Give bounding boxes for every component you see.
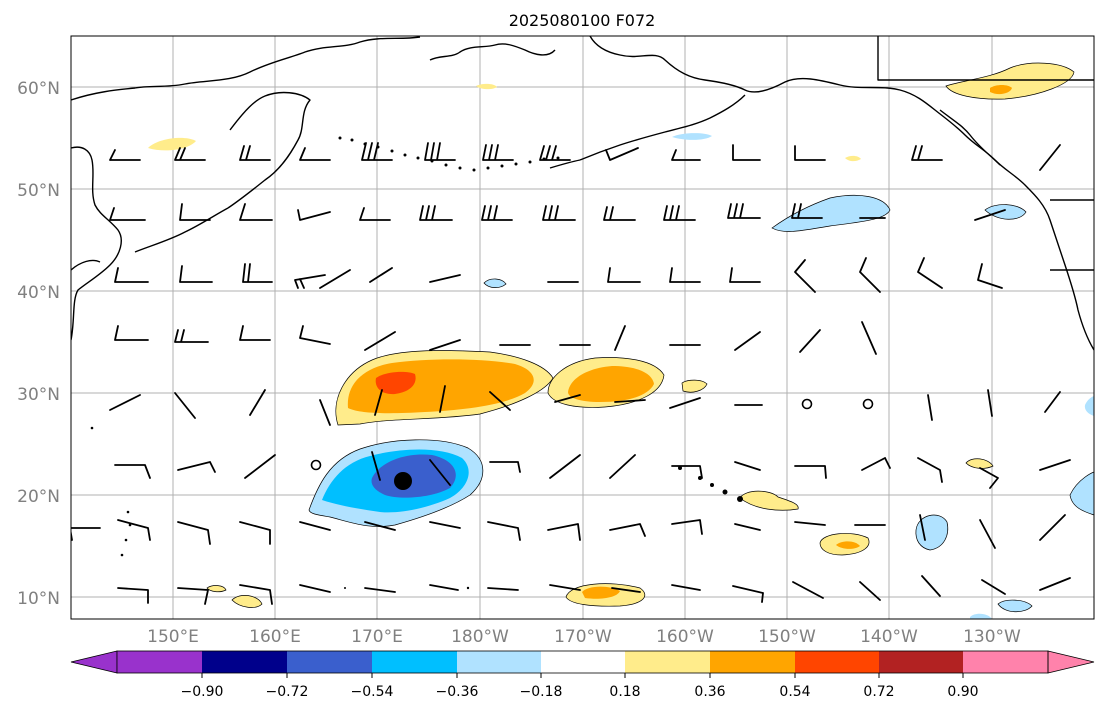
colorbar-seg-1 <box>117 651 202 673</box>
lon-label-140w: 140°W <box>860 627 918 647</box>
colorbar-tick-2: −0.72 <box>266 684 309 700</box>
colorbar-seg-5 <box>457 651 541 673</box>
colorbar-seg-6 <box>541 651 625 673</box>
colorbar-seg-11 <box>963 651 1048 673</box>
lon-labels: 150°E 160°E 170°E 180°W 170°W 160°W 150°… <box>147 627 1021 647</box>
colorbar-seg-9 <box>795 651 879 673</box>
negative-anomaly-shading <box>308 133 1094 619</box>
colorbar-seg-3 <box>287 651 372 673</box>
lat-label-30: 30°N <box>17 385 60 405</box>
colorbar-seg-4 <box>372 651 457 673</box>
lon-label-150e: 150°E <box>147 627 199 647</box>
colorbar-seg-10 <box>879 651 963 673</box>
map-frame <box>70 35 1095 620</box>
coastlines <box>71 36 1094 351</box>
storm-center-dot <box>394 472 412 490</box>
colorbar-seg-8 <box>710 651 795 673</box>
colorbar-tick-5: −0.18 <box>520 684 563 700</box>
lon-label-170w: 170°W <box>554 627 612 647</box>
islands <box>90 136 743 590</box>
colorbar-tick-8: 0.54 <box>779 684 810 700</box>
colorbar-extend-low <box>70 650 118 674</box>
lat-label-40: 40°N <box>17 283 60 303</box>
lat-label-20: 20°N <box>17 487 60 507</box>
positive-anomaly-shading <box>148 62 1075 608</box>
lon-label-170e: 170°E <box>351 627 403 647</box>
lat-labels: 60°N 50°N 40°N 30°N 20°N 10°N <box>17 79 60 609</box>
map-title: 2025080100 F072 <box>509 11 656 30</box>
colorbar-tick-10: 0.90 <box>947 684 978 700</box>
lon-label-180w: 180°W <box>451 627 509 647</box>
colorbar-tick-9: 0.72 <box>863 684 894 700</box>
lat-label-50: 50°N <box>17 181 60 201</box>
colorbar-seg-2 <box>202 651 287 673</box>
lat-label-60: 60°N <box>17 79 60 99</box>
colorbar: −0.90 −0.72 −0.54 −0.36 −0.18 0.18 0.36 … <box>70 650 1095 700</box>
wind-barbs <box>71 142 1071 605</box>
colorbar-seg-7 <box>625 651 710 673</box>
colorbar-tick-6: 0.18 <box>609 684 640 700</box>
lon-label-130w: 130°W <box>963 627 1021 647</box>
colorbar-tick-1: −0.90 <box>181 684 224 700</box>
lon-label-160w: 160°W <box>656 627 714 647</box>
lat-label-10: 10°N <box>17 589 60 609</box>
colorbar-tick-3: −0.54 <box>351 684 394 700</box>
lon-label-150w: 150°W <box>758 627 816 647</box>
colorbar-tick-4: −0.36 <box>436 684 479 700</box>
colorbar-tick-7: 0.36 <box>694 684 725 700</box>
map-area <box>71 36 1094 619</box>
colorbar-extend-high <box>1047 650 1095 674</box>
lon-label-160e: 160°E <box>249 627 301 647</box>
